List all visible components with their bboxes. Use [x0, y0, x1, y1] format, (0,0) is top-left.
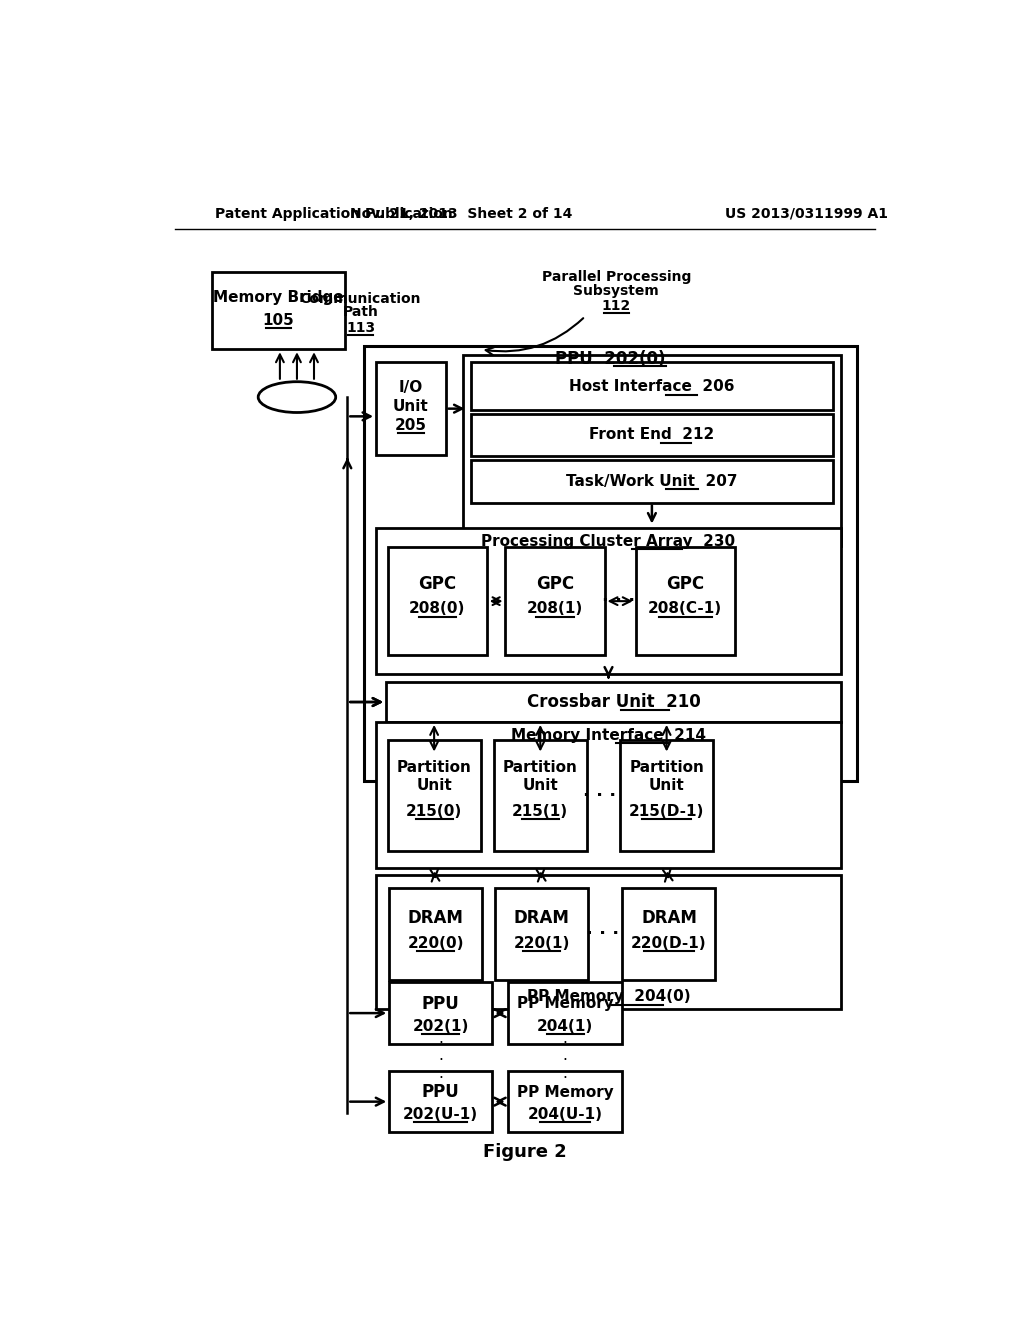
Text: I/O: I/O	[398, 380, 423, 396]
Ellipse shape	[258, 381, 336, 413]
Text: Patent Application Publication: Patent Application Publication	[215, 207, 453, 220]
Text: Processing Cluster Array  230: Processing Cluster Array 230	[481, 535, 735, 549]
Bar	[376, 722, 841, 869]
Text: Partition: Partition	[629, 760, 705, 775]
Text: ·
·
·: · · ·	[438, 1036, 443, 1086]
Text: 215(1): 215(1)	[512, 804, 568, 818]
Bar	[388, 548, 486, 655]
Text: 220(0): 220(0)	[408, 936, 464, 950]
Bar	[376, 528, 841, 675]
Text: 113: 113	[346, 321, 375, 335]
Text: Figure 2: Figure 2	[483, 1143, 566, 1160]
Bar	[389, 887, 482, 979]
Bar	[389, 982, 493, 1044]
Text: DRAM: DRAM	[408, 909, 464, 928]
Text: PPU  202(0): PPU 202(0)	[555, 350, 666, 368]
Bar	[508, 982, 623, 1044]
Text: Nov. 21, 2013  Sheet 2 of 14: Nov. 21, 2013 Sheet 2 of 14	[350, 207, 572, 220]
Text: Unit: Unit	[522, 779, 558, 793]
Text: 202(U-1): 202(U-1)	[403, 1107, 478, 1122]
Text: Task/Work Unit  207: Task/Work Unit 207	[566, 474, 737, 488]
Bar	[365, 346, 856, 780]
Bar	[471, 461, 834, 503]
Text: PPU: PPU	[422, 995, 460, 1012]
Text: 204(U-1): 204(U-1)	[527, 1107, 602, 1122]
Text: 220(1): 220(1)	[514, 936, 570, 950]
Text: 215(D-1): 215(D-1)	[629, 804, 705, 818]
Text: Subsystem: Subsystem	[573, 284, 659, 298]
Bar	[386, 682, 841, 722]
Bar	[376, 874, 841, 1010]
Text: Memory Bridge: Memory Bridge	[213, 289, 344, 305]
Bar	[506, 548, 604, 655]
Bar	[508, 1071, 623, 1133]
Bar	[388, 739, 480, 851]
Text: DRAM: DRAM	[514, 909, 569, 928]
Text: Parallel Processing: Parallel Processing	[542, 271, 691, 284]
Text: Crossbar Unit  210: Crossbar Unit 210	[526, 693, 700, 711]
Text: 215(0): 215(0)	[406, 804, 462, 818]
Bar	[389, 1071, 493, 1133]
Text: Front End  212: Front End 212	[589, 428, 715, 442]
Text: Unit: Unit	[416, 779, 452, 793]
Text: PP Memory  204(0): PP Memory 204(0)	[526, 990, 690, 1005]
Bar	[623, 887, 716, 979]
Text: PPU: PPU	[422, 1084, 460, 1101]
Text: DRAM: DRAM	[641, 909, 697, 928]
Text: Memory Interface  214: Memory Interface 214	[511, 727, 706, 743]
Text: GPC: GPC	[418, 576, 457, 593]
Text: Partition: Partition	[396, 760, 472, 775]
Bar	[471, 414, 834, 457]
Text: Communication: Communication	[300, 292, 421, 305]
Text: Path: Path	[343, 305, 379, 319]
Text: GPC: GPC	[667, 576, 705, 593]
Text: ·
·
·: · · ·	[562, 1036, 567, 1086]
Text: 205: 205	[395, 418, 427, 433]
Text: Host Interface  206: Host Interface 206	[569, 379, 734, 393]
Text: US 2013/0311999 A1: US 2013/0311999 A1	[725, 207, 888, 220]
Text: GPC: GPC	[536, 576, 574, 593]
Text: · · ·: · · ·	[583, 787, 615, 805]
Bar	[636, 548, 735, 655]
Text: 105: 105	[262, 313, 294, 327]
Text: 112: 112	[602, 300, 631, 313]
Text: 220(D-1): 220(D-1)	[631, 936, 707, 950]
Bar	[494, 739, 587, 851]
Bar	[621, 739, 713, 851]
Text: Unit: Unit	[649, 779, 684, 793]
Text: · · ·: · · ·	[586, 925, 618, 942]
Bar	[463, 355, 841, 545]
Text: 208(0): 208(0)	[409, 602, 466, 616]
Bar	[376, 363, 445, 455]
Text: 208(C-1): 208(C-1)	[648, 602, 722, 616]
Text: PP Memory: PP Memory	[517, 997, 613, 1011]
Bar	[212, 272, 345, 350]
Text: 204(1): 204(1)	[537, 1019, 593, 1034]
Text: 208(1): 208(1)	[527, 602, 583, 616]
Text: PP Memory: PP Memory	[517, 1085, 613, 1100]
Text: Unit: Unit	[393, 399, 429, 414]
Bar	[496, 887, 589, 979]
Text: Partition: Partition	[503, 760, 578, 775]
Text: 202(1): 202(1)	[413, 1019, 469, 1034]
Text: · · ·: · · ·	[602, 593, 635, 610]
Bar	[471, 363, 834, 411]
